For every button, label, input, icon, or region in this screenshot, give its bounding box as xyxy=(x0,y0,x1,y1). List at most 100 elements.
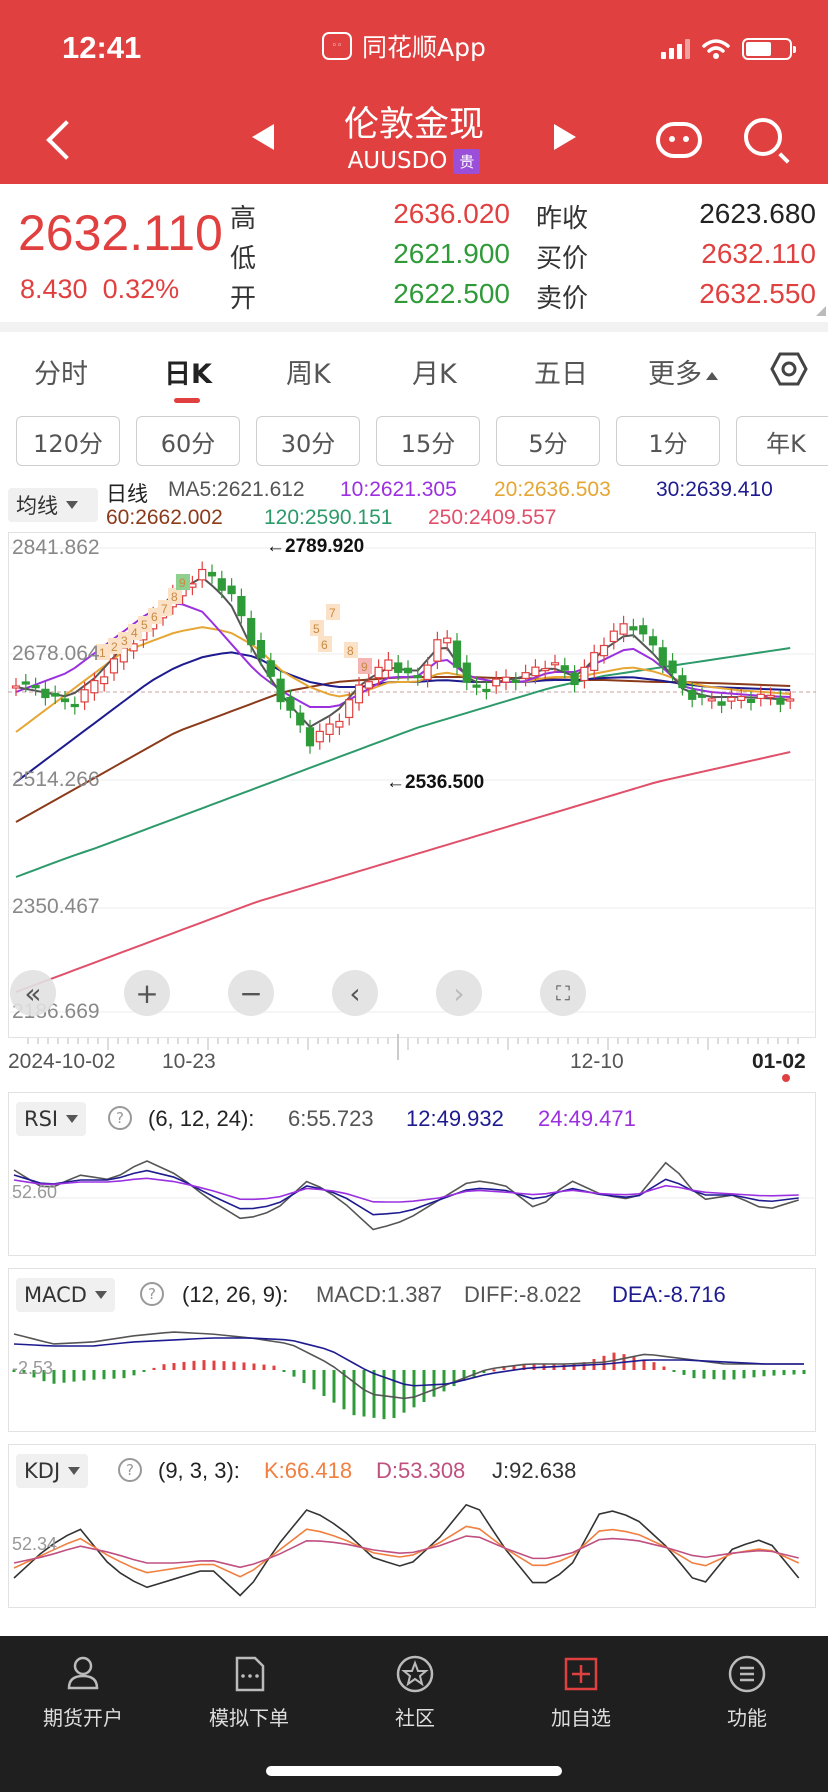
tab-weekly-k[interactable]: 周K xyxy=(286,359,331,390)
rsi-chart[interactable] xyxy=(8,1140,816,1256)
macd-bar xyxy=(612,1352,616,1370)
tab-intraday[interactable]: 分时 xyxy=(34,359,88,390)
macd-bar xyxy=(292,1370,296,1377)
fullscreen-icon[interactable]: ⛶ xyxy=(540,970,586,1016)
candle-body xyxy=(80,689,89,703)
macd-bar xyxy=(662,1366,666,1370)
nav-community[interactable]: 社区 xyxy=(332,1636,498,1748)
macd-bar xyxy=(702,1370,706,1379)
interval-yearly-k[interactable]: 年K xyxy=(736,416,828,466)
nav-functions[interactable]: 功能 xyxy=(664,1636,828,1748)
low-annotation: ←2536.500 xyxy=(386,772,485,793)
nav-label: 模拟下单 xyxy=(209,1705,289,1730)
candle-body xyxy=(403,667,413,674)
td-marker xyxy=(358,658,372,674)
prev-close-label: 昨收 xyxy=(536,204,589,234)
ma30-value: 30:2639.410 xyxy=(656,478,773,501)
macd-chart[interactable] xyxy=(8,1314,816,1432)
interval-1m[interactable]: 1分 xyxy=(616,416,720,466)
macd-bar xyxy=(452,1370,456,1387)
page-title: 伦敦金现 xyxy=(343,105,484,145)
robot-icon[interactable] xyxy=(656,122,702,158)
ma-selector[interactable]: 均线 xyxy=(8,488,98,522)
candle-body xyxy=(276,678,285,703)
dea-line xyxy=(13,1337,804,1387)
candle-body xyxy=(776,697,785,705)
chevron-down-icon xyxy=(94,1291,107,1299)
chevron-down-icon xyxy=(66,1115,79,1123)
rsi12-value: 12:49.932 xyxy=(406,1106,504,1131)
macd-bar xyxy=(502,1365,506,1370)
nav-futures-account[interactable]: 期货开户 xyxy=(0,1636,166,1748)
prev-icon[interactable] xyxy=(252,124,274,150)
kline-frame xyxy=(8,532,816,1038)
expand-corner-icon[interactable] xyxy=(816,306,826,316)
candle-body xyxy=(756,693,765,700)
macd-bar xyxy=(412,1370,416,1408)
candle-body xyxy=(580,666,589,682)
td-marker xyxy=(176,574,190,590)
rsi-params: (6, 12, 24): xyxy=(148,1106,255,1131)
candle-body xyxy=(707,698,716,702)
macd-bar xyxy=(562,1364,566,1370)
kdj-chart[interactable] xyxy=(8,1490,816,1608)
d-line xyxy=(13,1535,799,1569)
search-icon[interactable] xyxy=(744,118,782,156)
interval-120m[interactable]: 120分 xyxy=(16,416,120,466)
candle-body xyxy=(648,636,658,646)
low-label: 低 xyxy=(230,244,257,274)
nav-add-watchlist[interactable]: 加自选 xyxy=(498,1636,664,1748)
price-change: 8.430 0.32% xyxy=(20,274,179,305)
candle-body xyxy=(452,640,462,668)
zoom-in-icon[interactable]: + xyxy=(124,970,170,1016)
community-icon xyxy=(396,1655,434,1692)
candle-body xyxy=(325,723,334,736)
chevron-down-icon xyxy=(68,1467,81,1475)
candle-body xyxy=(521,672,530,679)
kdj-selector[interactable]: KDJ xyxy=(16,1454,89,1488)
change-amount: 8.430 xyxy=(20,274,88,304)
macd-bar xyxy=(192,1360,196,1370)
candle-body xyxy=(60,698,70,703)
rsi-selector[interactable]: RSI xyxy=(16,1102,87,1136)
tab-five-day[interactable]: 五日 xyxy=(534,359,588,390)
ma-period-label: 日线 xyxy=(106,482,148,506)
interval-15m[interactable]: 15分 xyxy=(376,416,480,466)
next-icon[interactable] xyxy=(554,124,576,150)
macd-bar xyxy=(802,1370,806,1374)
candle-body xyxy=(247,617,256,646)
back-to-app[interactable]: ◦◦ 同花顺App xyxy=(322,28,486,64)
ma20-line xyxy=(15,626,791,733)
ma10-line xyxy=(15,602,791,708)
macd-selector[interactable]: MACD xyxy=(16,1278,115,1312)
nav-label: 加自选 xyxy=(551,1705,611,1730)
back-icon[interactable] xyxy=(46,120,86,160)
help-icon[interactable]: ? xyxy=(108,1106,132,1130)
scroll-left-icon[interactable]: ‹ xyxy=(332,970,378,1016)
j-value: J:92.638 xyxy=(492,1458,577,1483)
nav-simulated-order[interactable]: 模拟下单 xyxy=(166,1636,332,1748)
collapse-icon[interactable]: « xyxy=(10,970,56,1016)
candle-body xyxy=(462,662,471,683)
candle-body xyxy=(668,660,677,674)
help-icon[interactable]: ? xyxy=(118,1458,142,1482)
zoom-out-icon[interactable]: − xyxy=(228,970,274,1016)
rsi-frame xyxy=(8,1092,816,1256)
td-marker xyxy=(318,636,332,652)
macd-bar xyxy=(112,1370,116,1379)
interval-5m[interactable]: 5分 xyxy=(496,416,600,466)
tab-more[interactable]: 更多 xyxy=(648,352,718,391)
candle-body xyxy=(786,698,795,702)
interval-60m[interactable]: 60分 xyxy=(136,416,240,466)
settings-icon[interactable] xyxy=(770,350,808,388)
help-icon[interactable]: ? xyxy=(140,1282,164,1306)
scroll-right-icon[interactable]: › xyxy=(436,970,482,1016)
candle-body xyxy=(727,696,736,702)
macd-bar xyxy=(212,1360,216,1370)
home-indicator xyxy=(266,1766,562,1776)
td-count: 3 xyxy=(121,634,128,648)
interval-30m[interactable]: 30分 xyxy=(256,416,360,466)
tab-monthly-k[interactable]: 月K xyxy=(412,359,457,390)
tab-daily-k[interactable]: 日K xyxy=(164,359,212,390)
